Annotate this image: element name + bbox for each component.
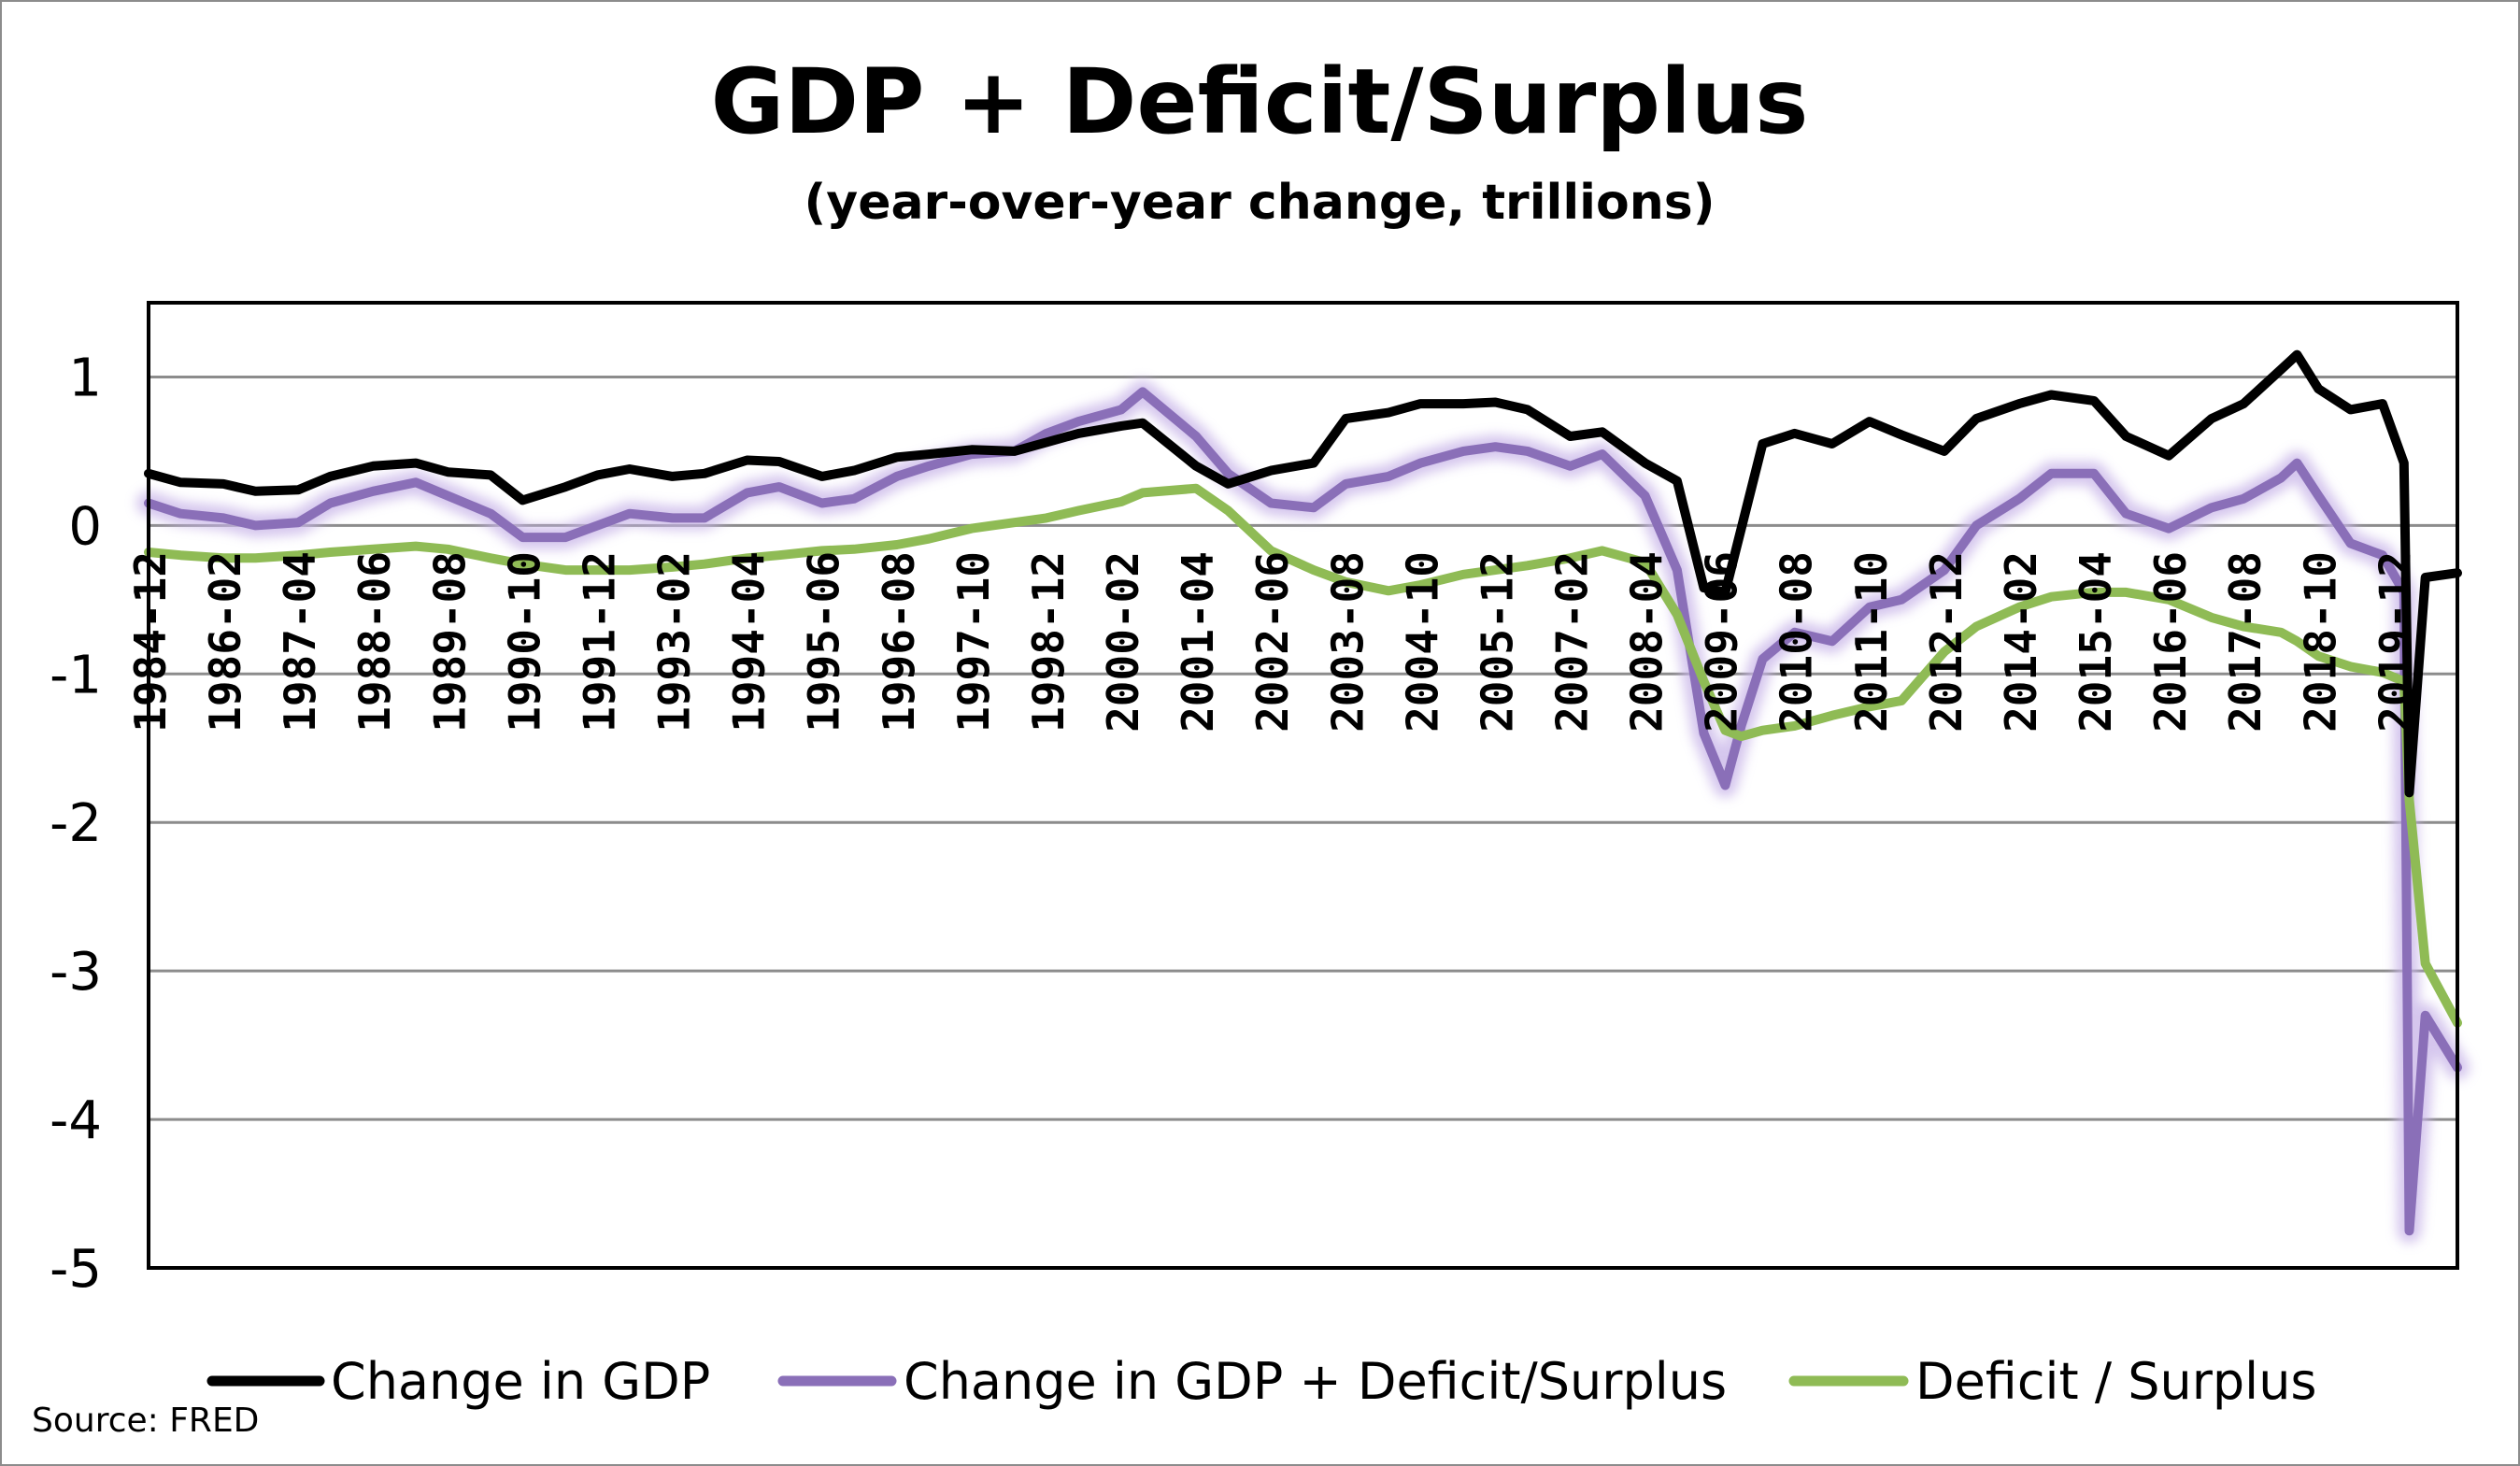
- chart-subtitle: (year-over-year change, trillions): [804, 175, 1716, 231]
- x-tick-label: 1998-12: [1023, 551, 1074, 733]
- source-note: Source: FRED: [32, 1402, 259, 1440]
- y-tick-label: 0: [68, 496, 102, 557]
- x-tick-label: 2004-10: [1397, 551, 1447, 733]
- x-tick-label: 1986-02: [200, 551, 250, 733]
- x-tick-label: 1991-12: [574, 551, 624, 733]
- x-tick-label: 2007-02: [1546, 551, 1597, 733]
- x-tick-label: 2016-06: [2145, 551, 2196, 733]
- x-tick-label: 1995-06: [799, 551, 849, 733]
- y-tick-label: -5: [50, 1239, 102, 1300]
- x-tick-label: 1987-04: [275, 551, 325, 733]
- series-lines: [136, 349, 2470, 1244]
- x-tick-label: 1990-10: [499, 551, 549, 733]
- y-tick-label: -4: [50, 1090, 102, 1151]
- chart-title: GDP + Deficit/Surplus: [711, 50, 1809, 154]
- x-tick-label: 2015-04: [2071, 551, 2121, 733]
- series-line-2: [144, 483, 2462, 1028]
- legend-label-2: Deficit / Surplus: [1915, 1352, 2317, 1411]
- x-tick-label: 2008-04: [1622, 551, 1673, 733]
- legend-label-1: Change in GDP + Deficit/Surplus: [904, 1352, 1727, 1411]
- x-tick-label: 2019-12: [2370, 551, 2420, 733]
- x-tick-label: 2011-10: [1846, 551, 1897, 733]
- x-tick-label: 2000-02: [1098, 551, 1148, 733]
- x-tick-label: 2018-10: [2295, 551, 2345, 733]
- x-tick-label: 1989-08: [424, 551, 475, 733]
- y-tick-label: 1: [68, 348, 102, 408]
- x-axis-ticks: 1984-12 1986-02 1987-04 1988-06 1989-08 1990-…: [125, 551, 2420, 733]
- x-tick-label: 1988-06: [349, 551, 400, 733]
- x-tick-label: 2010-08: [1772, 551, 1822, 733]
- x-tick-label: 1994-04: [724, 551, 775, 733]
- x-tick-label: 2014-02: [1996, 551, 2046, 733]
- y-tick-label: -2: [50, 793, 102, 854]
- x-tick-label: 1997-10: [948, 551, 999, 733]
- series-line-0: [144, 349, 2462, 798]
- y-axis-ticks: 1 0 -1 -2 -3 -4 -5: [50, 348, 102, 1300]
- legend-label-0: Change in GDP: [331, 1352, 710, 1411]
- x-tick-label: 2012-12: [1921, 551, 1972, 733]
- legend: Change in GDP Change in GDP + Deficit/Sur…: [206, 1352, 2317, 1411]
- x-tick-label: 1996-08: [874, 551, 924, 733]
- x-tick-label: 2009-06: [1697, 551, 1747, 733]
- y-tick-label: -3: [50, 942, 102, 1003]
- x-tick-label: 2005-12: [1472, 551, 1522, 733]
- x-tick-label: 2002-06: [1247, 551, 1298, 733]
- series-line-1: [144, 387, 2462, 1236]
- plot-border: [147, 301, 2459, 1270]
- x-tick-label: 1993-02: [649, 551, 700, 733]
- x-tick-label: 2003-08: [1322, 551, 1373, 733]
- x-tick-label: 2001-04: [1173, 551, 1223, 733]
- y-tick-label: -1: [50, 645, 102, 705]
- x-tick-label: 2017-08: [2220, 551, 2271, 733]
